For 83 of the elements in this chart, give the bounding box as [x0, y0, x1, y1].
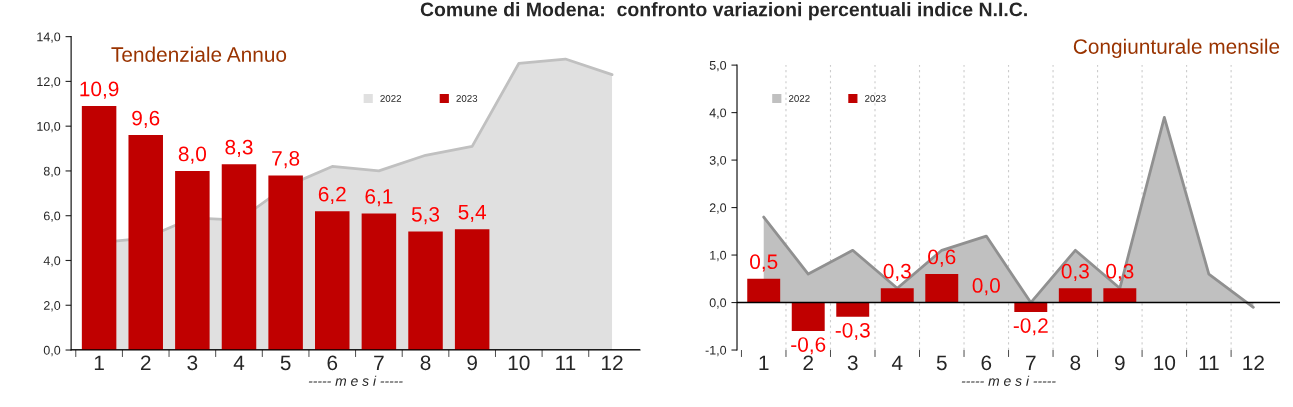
x-axis-title: ----- m e s i -----	[308, 375, 403, 386]
data-label: -0,6	[791, 337, 826, 355]
bar	[81, 106, 117, 351]
x-tick-label: 9	[467, 355, 477, 371]
data-label: 0,0	[972, 278, 1000, 296]
y-tick-label: -1,0	[705, 345, 727, 357]
data-label: 6,1	[365, 189, 393, 207]
x-tick-label: 7	[374, 355, 384, 370]
data-label: -0,3	[835, 322, 870, 341]
y-tick-label: 3,0	[709, 155, 727, 167]
bar	[836, 302, 870, 317]
y-tick-label: 2,0	[43, 301, 61, 312]
x-tick-label: 2	[140, 355, 151, 370]
x-tick-label: 6	[981, 355, 992, 371]
bar	[1103, 288, 1137, 303]
x-tick-label: 11	[556, 355, 576, 370]
y-tick-label: 1,0	[710, 250, 727, 262]
bar	[361, 213, 397, 351]
y-tick-label: 4,0	[709, 108, 727, 119]
y-tick-label: 14,0	[37, 32, 61, 43]
y-tick-label: 5,0	[709, 60, 727, 72]
x-tick-label: 4	[891, 355, 903, 370]
data-label: 6,2	[318, 186, 346, 205]
bar	[454, 229, 490, 351]
y-tick-label: 4,0	[43, 256, 61, 267]
x-axis-title: ----- m e s i -----	[961, 375, 1056, 386]
x-tick-label: 10	[508, 355, 530, 371]
bar	[268, 175, 303, 351]
data-label: 0,3	[883, 263, 911, 282]
bar	[791, 302, 825, 332]
data-label: 7,8	[272, 150, 300, 169]
data-label: 5,3	[411, 206, 440, 225]
bar	[880, 288, 914, 303]
x-tick-label: 7	[1026, 355, 1036, 370]
x-tick-label: 12	[1243, 355, 1264, 370]
bar	[128, 135, 163, 351]
y-tick-label: 6,0	[43, 211, 61, 222]
data-label: 0,5	[750, 254, 778, 272]
x-tick-label: 9	[1115, 355, 1125, 371]
y-tick-label: 12,0	[37, 77, 61, 88]
bar	[175, 170, 210, 351]
bar	[1014, 302, 1048, 313]
data-label: 8,3	[225, 139, 253, 158]
legend-label: 2023	[865, 95, 886, 102]
x-tick-label: 10	[1154, 355, 1176, 371]
bar	[315, 211, 350, 351]
x-tick-label: 1	[94, 355, 104, 370]
bar	[408, 231, 443, 351]
chart-title: Congiunturale mensile	[1073, 38, 1280, 59]
legend-label: 2022	[380, 95, 402, 102]
data-label: -0,2	[1013, 318, 1048, 336]
x-tick-label: 3	[847, 355, 858, 371]
data-label: 8,0	[178, 146, 207, 164]
data-label: 9,6	[132, 110, 160, 128]
y-tick-label: 0,0	[709, 298, 727, 309]
bar	[1058, 288, 1092, 303]
x-tick-label: 2	[803, 355, 813, 370]
x-tick-label: 3	[187, 355, 198, 371]
x-tick-label: 6	[327, 355, 338, 371]
x-tick-label: 8	[1070, 355, 1081, 371]
data-label: 5,4	[458, 204, 487, 222]
y-tick-label: 8,0	[43, 166, 61, 178]
bar	[925, 274, 959, 303]
x-tick-label: 1	[759, 355, 769, 370]
text: Comune di Modena: confronto variazioni percentuali indice N.I.C.	[420, 2, 1027, 21]
x-tick-label: 12	[602, 355, 623, 370]
x-tick-label: 8	[420, 355, 431, 371]
x-tick-label: 5	[280, 355, 291, 371]
data-label: 0,6	[928, 249, 956, 267]
x-tick-label: 11	[1199, 355, 1219, 370]
data-label: 0,3	[1061, 263, 1089, 282]
chart-title: Tendenziale Annuo	[111, 46, 287, 62]
x-tick-label: 4	[233, 355, 245, 370]
data-label: 10,9	[80, 81, 119, 99]
bar	[747, 278, 781, 303]
legend-label: 2023	[456, 95, 478, 102]
y-tick-label: 2,0	[709, 203, 727, 214]
data-label: 0,3	[1106, 263, 1134, 282]
bar	[221, 164, 257, 351]
x-tick-label: 5	[936, 355, 947, 371]
y-tick-label: 10,0	[37, 121, 61, 133]
legend-label: 2022	[788, 95, 810, 102]
y-tick-label: 0,0	[43, 345, 61, 357]
